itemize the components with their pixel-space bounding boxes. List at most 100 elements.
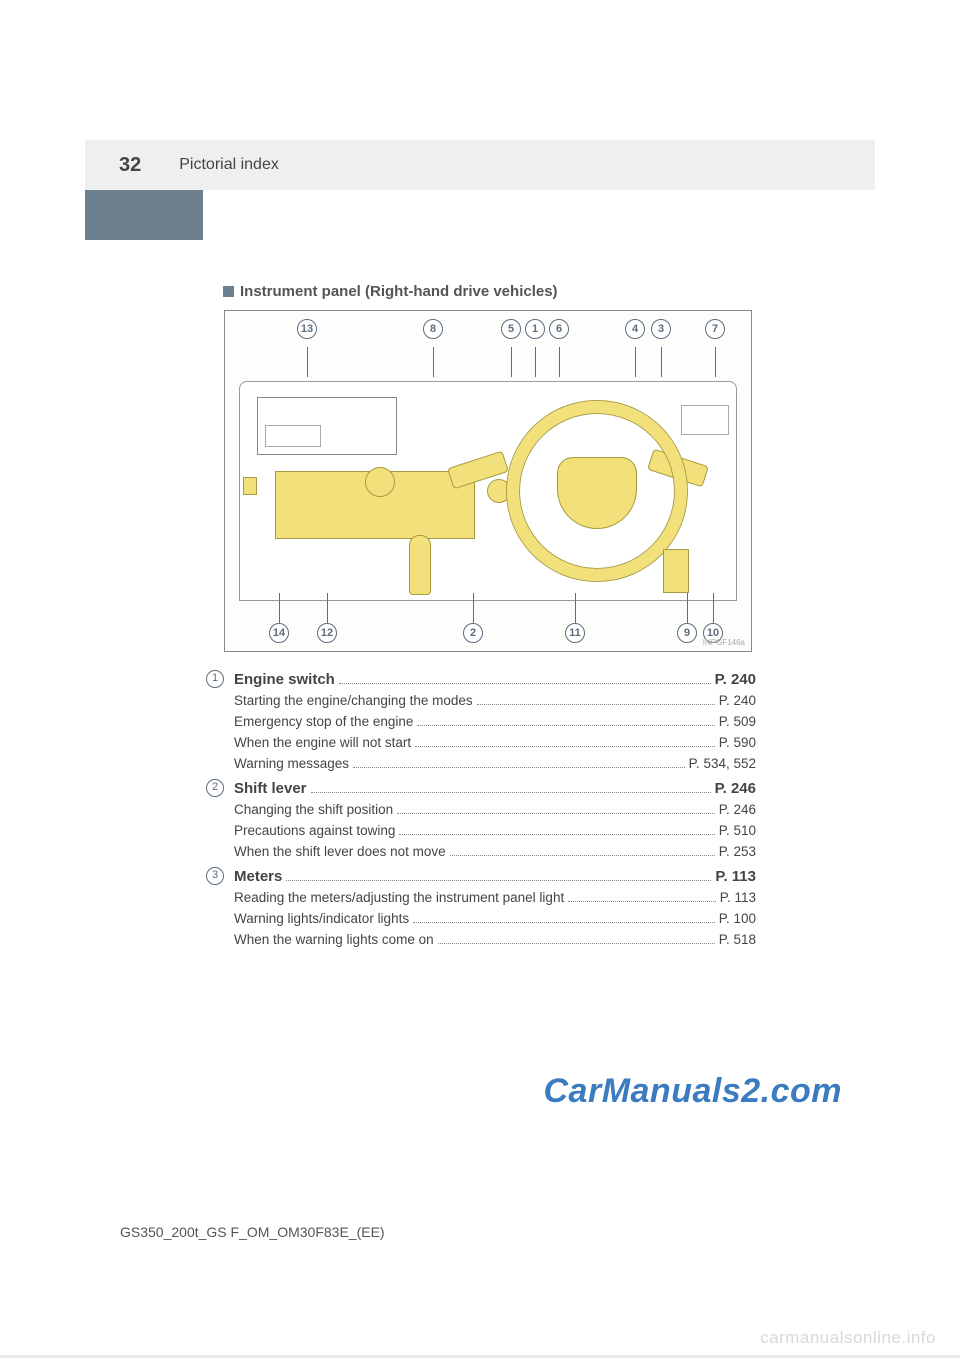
toc-label: Emergency stop of the engine bbox=[234, 712, 413, 733]
toc-main-line: Shift lever P. 246 bbox=[234, 777, 756, 800]
leader-dots bbox=[339, 683, 711, 684]
leader-dots bbox=[397, 813, 715, 814]
steering-pad bbox=[557, 457, 637, 529]
page-number: 32 bbox=[119, 154, 141, 177]
toc-page: P. 509 bbox=[719, 712, 756, 733]
toc-label: When the engine will not start bbox=[234, 733, 411, 754]
toc-body: Meters P. 113 Reading the meters/adjusting… bbox=[234, 865, 756, 951]
leader-line bbox=[575, 593, 576, 623]
toc-body: Shift leverP. 246Changing the shift posi… bbox=[234, 777, 756, 863]
toc-page: P. 240 bbox=[719, 691, 756, 712]
callout-8: 8 bbox=[423, 319, 443, 339]
bottom-watermark: carmanualsonline.info bbox=[760, 1328, 936, 1348]
steering-wheel bbox=[507, 401, 687, 581]
toc-item: 1Engine switchP. 240Starting the engine/… bbox=[206, 668, 756, 775]
toc-label: Precautions against towing bbox=[234, 821, 395, 842]
toc-page: P. 246 bbox=[715, 777, 756, 800]
toc-page: P. 510 bbox=[719, 821, 756, 842]
toc-sub-line: Reading the meters/adjusting the instrum… bbox=[234, 888, 756, 909]
toc-number-icon: 1 bbox=[206, 670, 224, 688]
leader-line bbox=[473, 593, 474, 623]
toc-item: 3 Meters P. 113 Reading the meters/adjustin… bbox=[206, 865, 756, 951]
toc-sub-line: Changing the shift position P. 246 bbox=[234, 800, 756, 821]
callout-9: 9 bbox=[677, 623, 697, 643]
toc-main-line: Engine switch P. 240 bbox=[234, 668, 756, 691]
toc-number-icon: 3 bbox=[206, 867, 224, 885]
toc-label: Meters bbox=[234, 865, 282, 888]
leader-line bbox=[327, 593, 328, 623]
image-code: INPGF146a bbox=[703, 638, 745, 647]
callout-14: 14 bbox=[269, 623, 289, 643]
leader-dots bbox=[415, 746, 715, 747]
leader-dots bbox=[568, 901, 716, 902]
sidebar-accent bbox=[85, 190, 203, 240]
toc-main-line: Meters P. 113 bbox=[234, 865, 756, 888]
square-bullet-icon bbox=[223, 286, 234, 297]
callout-1: 1 bbox=[525, 319, 545, 339]
leader-dots bbox=[438, 943, 715, 944]
toc-sub-line: Precautions against towing P. 510 bbox=[234, 821, 756, 842]
leader-line bbox=[279, 593, 280, 623]
callout-7: 7 bbox=[705, 319, 725, 339]
page-header: 32 Pictorial index bbox=[85, 140, 875, 190]
toc-label: Reading the meters/adjusting the instrum… bbox=[234, 888, 564, 909]
toc-label: Starting the engine/changing the modes bbox=[234, 691, 473, 712]
section-heading: Instrument panel (Right-hand drive vehic… bbox=[223, 283, 558, 300]
toc-sub-line: When the warning lights come on P. 518 bbox=[234, 930, 756, 951]
leader-dots bbox=[477, 704, 715, 705]
air-vent-left bbox=[265, 425, 321, 447]
toc-page: P. 534, 552 bbox=[689, 754, 756, 775]
toc-page: P. 246 bbox=[719, 800, 756, 821]
callout-13: 13 bbox=[297, 319, 317, 339]
toc-label: Changing the shift position bbox=[234, 800, 393, 821]
toc-page: P. 518 bbox=[719, 930, 756, 951]
instrument-panel-diagram: 138516437 1412211910 INPGF146a bbox=[224, 310, 752, 652]
leader-dots bbox=[450, 855, 715, 856]
hood-release bbox=[663, 549, 689, 593]
leader-dots bbox=[417, 725, 714, 726]
leader-line bbox=[687, 593, 688, 623]
callout-11: 11 bbox=[565, 623, 585, 643]
toc-page: P. 113 bbox=[715, 865, 756, 888]
callout-12: 12 bbox=[317, 623, 337, 643]
toc-sub-line: When the engine will not startP. 590 bbox=[234, 733, 756, 754]
toc-sub-line: Emergency stop of the engine P. 509 bbox=[234, 712, 756, 733]
leader-dots bbox=[353, 767, 685, 768]
leader-dots bbox=[413, 922, 715, 923]
fuel-door-switch bbox=[243, 477, 257, 495]
shift-lever bbox=[409, 535, 431, 595]
toc-page: P. 113 bbox=[720, 888, 756, 909]
toc-sub-line: Starting the engine/changing the modes P.… bbox=[234, 691, 756, 712]
section-title: Pictorial index bbox=[179, 156, 279, 174]
leader-dots bbox=[286, 880, 711, 881]
leader-dots bbox=[311, 792, 711, 793]
center-knob bbox=[365, 467, 395, 497]
toc-page: P. 240 bbox=[715, 668, 756, 691]
toc-sub-line: Warning messagesP. 534, 552 bbox=[234, 754, 756, 775]
callout-4: 4 bbox=[625, 319, 645, 339]
dashboard-illustration bbox=[239, 361, 737, 601]
callout-3: 3 bbox=[651, 319, 671, 339]
leader-dots bbox=[399, 834, 714, 835]
toc-label: Shift lever bbox=[234, 777, 307, 800]
leader-line bbox=[713, 593, 714, 623]
toc-label: When the warning lights come on bbox=[234, 930, 434, 951]
callout-6: 6 bbox=[549, 319, 569, 339]
air-vent-right bbox=[681, 405, 729, 435]
toc-item: 2Shift leverP. 246Changing the shift pos… bbox=[206, 777, 756, 863]
toc-body: Engine switchP. 240Starting the engine/c… bbox=[234, 668, 756, 775]
toc-page: P. 253 bbox=[719, 842, 756, 863]
toc-page: P. 100 bbox=[719, 909, 756, 930]
footer-code: GS350_200t_GS F_OM_OM30F83E_(EE) bbox=[120, 1224, 385, 1240]
heading-text: Instrument panel (Right-hand drive vehic… bbox=[240, 283, 558, 300]
toc-sub-line: When the shift lever does not move P. 253 bbox=[234, 842, 756, 863]
toc-label: Warning lights/indicator lights bbox=[234, 909, 409, 930]
watermark: CarManuals2.com bbox=[544, 1072, 843, 1111]
callout-2: 2 bbox=[463, 623, 483, 643]
toc-label: Engine switch bbox=[234, 668, 335, 691]
toc-list: 1Engine switchP. 240Starting the engine/… bbox=[206, 668, 756, 953]
toc-sub-line: Warning lights/indicator lights P. 100 bbox=[234, 909, 756, 930]
toc-number-icon: 2 bbox=[206, 779, 224, 797]
toc-label: When the shift lever does not move bbox=[234, 842, 446, 863]
callout-5: 5 bbox=[501, 319, 521, 339]
